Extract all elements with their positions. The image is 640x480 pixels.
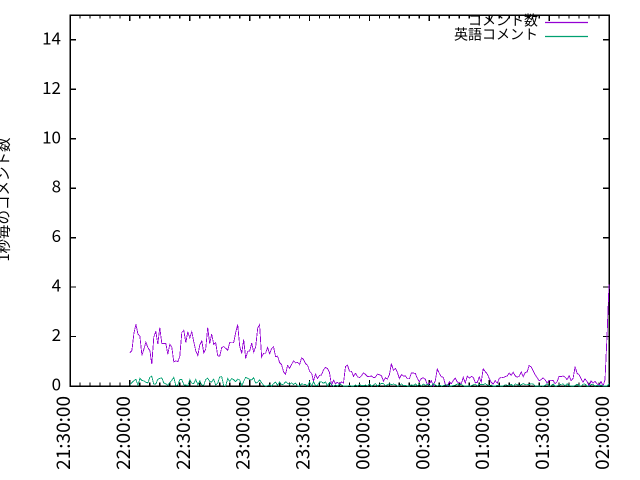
svg-text:02:00:00: 02:00:00: [588, 396, 615, 470]
svg-text:23:00:00: 23:00:00: [229, 396, 256, 470]
svg-text:21:30:00: 21:30:00: [49, 396, 76, 470]
svg-text:00:30:00: 00:30:00: [408, 396, 435, 470]
svg-text:01:30:00: 01:30:00: [528, 396, 555, 470]
svg-text:0: 0: [52, 371, 61, 396]
svg-text:英語コメント: 英語コメント: [454, 25, 538, 45]
svg-text:14: 14: [42, 24, 61, 49]
svg-text:4: 4: [52, 272, 61, 297]
svg-text:22:30:00: 22:30:00: [169, 396, 196, 470]
svg-text:00:00:00: 00:00:00: [348, 396, 375, 470]
svg-text:6: 6: [52, 222, 61, 247]
svg-text:10: 10: [42, 123, 61, 148]
svg-text:01:00:00: 01:00:00: [468, 396, 495, 470]
svg-text:23:30:00: 23:30:00: [289, 396, 316, 470]
svg-text:1秒毎のコメント数: 1秒毎のコメント数: [0, 137, 14, 262]
svg-text:22:00:00: 22:00:00: [109, 396, 136, 470]
svg-text:2: 2: [52, 321, 61, 346]
svg-text:8: 8: [52, 173, 61, 198]
svg-text:12: 12: [42, 74, 61, 99]
